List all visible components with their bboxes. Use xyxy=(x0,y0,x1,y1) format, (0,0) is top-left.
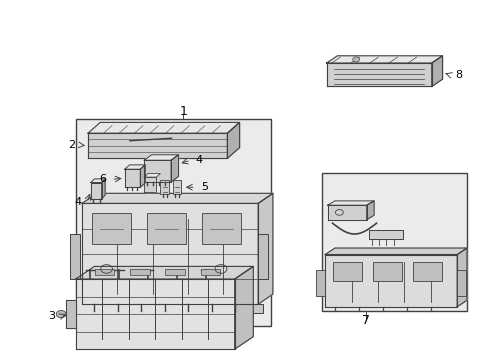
Text: 4: 4 xyxy=(195,155,203,165)
Bar xyxy=(70,234,80,279)
Bar xyxy=(316,270,325,296)
Polygon shape xyxy=(144,177,156,192)
Polygon shape xyxy=(66,300,76,328)
Polygon shape xyxy=(325,255,456,307)
Polygon shape xyxy=(366,201,373,220)
Polygon shape xyxy=(258,193,272,304)
Bar xyxy=(165,269,184,275)
Polygon shape xyxy=(88,133,227,158)
Text: 3: 3 xyxy=(48,311,55,321)
Text: 2: 2 xyxy=(67,140,75,150)
Polygon shape xyxy=(227,122,239,158)
Polygon shape xyxy=(124,165,145,169)
Circle shape xyxy=(56,310,66,318)
Polygon shape xyxy=(144,160,171,182)
Bar xyxy=(202,213,241,244)
Polygon shape xyxy=(234,266,253,349)
Polygon shape xyxy=(82,193,272,203)
Bar xyxy=(92,213,131,244)
Bar xyxy=(201,269,220,275)
Bar xyxy=(321,173,467,311)
Bar xyxy=(146,213,185,244)
Bar xyxy=(172,180,181,194)
Bar xyxy=(332,262,361,281)
Bar xyxy=(412,262,441,281)
Bar xyxy=(95,269,114,275)
Text: 4: 4 xyxy=(74,197,81,207)
Bar xyxy=(368,230,403,239)
Polygon shape xyxy=(171,155,178,182)
Bar xyxy=(130,269,149,275)
Polygon shape xyxy=(431,56,442,86)
Bar xyxy=(76,119,271,326)
Polygon shape xyxy=(88,122,239,133)
Bar xyxy=(456,270,465,296)
Polygon shape xyxy=(91,179,105,183)
Bar xyxy=(258,234,267,279)
Circle shape xyxy=(352,57,359,62)
Text: 5: 5 xyxy=(201,182,208,192)
Bar xyxy=(372,262,401,281)
Polygon shape xyxy=(144,155,178,160)
Polygon shape xyxy=(327,201,373,205)
Polygon shape xyxy=(124,169,140,187)
Polygon shape xyxy=(82,203,258,304)
Bar xyxy=(160,180,169,194)
Polygon shape xyxy=(456,248,466,307)
Text: 7: 7 xyxy=(361,314,369,327)
Text: 6: 6 xyxy=(100,174,106,184)
Polygon shape xyxy=(91,183,102,199)
Polygon shape xyxy=(326,56,442,63)
Polygon shape xyxy=(76,266,253,279)
Text: 1: 1 xyxy=(179,105,187,118)
Polygon shape xyxy=(326,63,431,86)
Polygon shape xyxy=(327,205,366,220)
Polygon shape xyxy=(102,179,105,199)
Polygon shape xyxy=(325,248,466,255)
Polygon shape xyxy=(140,165,145,187)
Polygon shape xyxy=(144,174,160,177)
Polygon shape xyxy=(76,279,234,349)
Text: 8: 8 xyxy=(454,69,461,80)
Bar xyxy=(77,304,263,313)
